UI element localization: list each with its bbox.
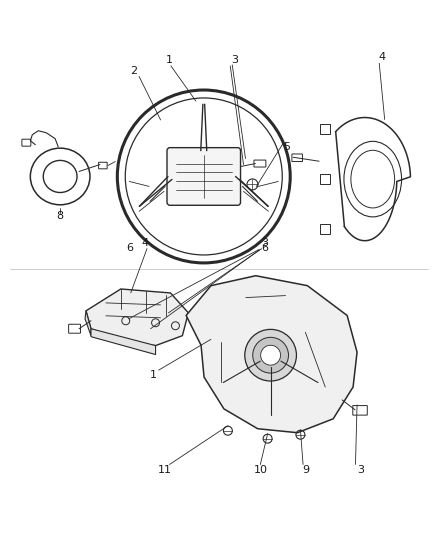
FancyBboxPatch shape bbox=[167, 148, 240, 205]
Text: 8: 8 bbox=[57, 211, 64, 221]
FancyBboxPatch shape bbox=[69, 324, 81, 333]
Polygon shape bbox=[85, 311, 91, 336]
Polygon shape bbox=[86, 289, 188, 345]
Text: 10: 10 bbox=[253, 465, 267, 475]
FancyBboxPatch shape bbox=[320, 174, 330, 184]
Polygon shape bbox=[186, 276, 357, 433]
FancyBboxPatch shape bbox=[99, 162, 107, 169]
FancyBboxPatch shape bbox=[292, 154, 302, 161]
FancyBboxPatch shape bbox=[353, 406, 367, 415]
Text: 9: 9 bbox=[303, 465, 310, 475]
Text: 4: 4 bbox=[378, 52, 386, 62]
Text: 6: 6 bbox=[261, 243, 268, 253]
FancyBboxPatch shape bbox=[254, 160, 266, 167]
Text: 3: 3 bbox=[231, 55, 238, 65]
Text: 11: 11 bbox=[158, 465, 172, 475]
Text: 1: 1 bbox=[150, 370, 157, 380]
Polygon shape bbox=[91, 329, 155, 354]
Text: 3: 3 bbox=[261, 238, 268, 248]
FancyBboxPatch shape bbox=[22, 139, 31, 146]
Circle shape bbox=[261, 345, 281, 365]
FancyBboxPatch shape bbox=[320, 224, 330, 234]
Text: 4: 4 bbox=[141, 238, 148, 248]
Text: 5: 5 bbox=[283, 142, 290, 152]
Text: 3: 3 bbox=[357, 465, 364, 475]
Text: 1: 1 bbox=[166, 55, 173, 65]
Text: 6: 6 bbox=[126, 243, 133, 253]
Text: 2: 2 bbox=[131, 66, 138, 76]
FancyBboxPatch shape bbox=[320, 125, 330, 134]
Circle shape bbox=[253, 337, 289, 373]
Circle shape bbox=[245, 329, 297, 381]
